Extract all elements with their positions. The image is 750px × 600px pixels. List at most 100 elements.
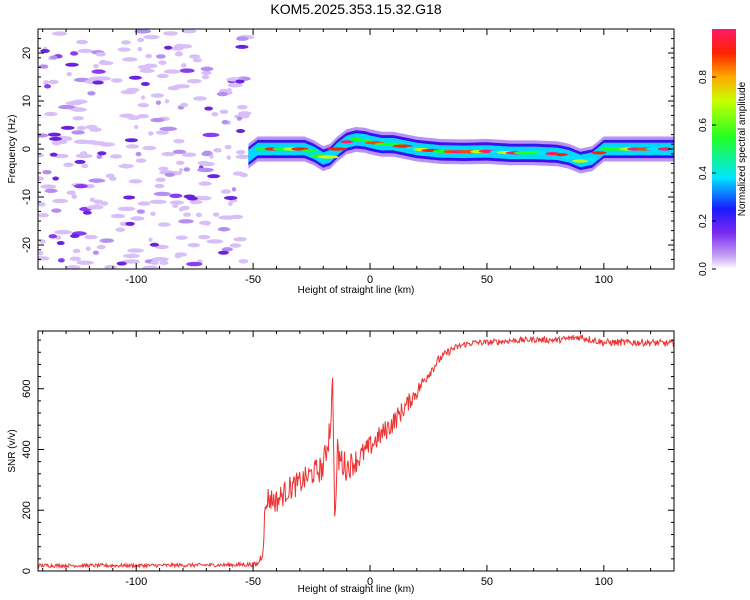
noise-blob-strong bbox=[236, 128, 246, 133]
noise-blob bbox=[189, 199, 203, 205]
noise-blob bbox=[128, 179, 143, 184]
track-core bbox=[572, 159, 589, 163]
noise-blob-strong bbox=[60, 125, 75, 130]
noise-blob bbox=[236, 116, 242, 121]
noise-blob bbox=[73, 139, 91, 144]
x-tick-label: 50 bbox=[481, 274, 493, 286]
noise-blob bbox=[156, 73, 169, 79]
noise-blob-strong bbox=[207, 174, 221, 179]
noise-blob bbox=[76, 260, 94, 265]
noise-blob bbox=[77, 48, 93, 54]
noise-blob bbox=[217, 227, 231, 232]
noise-blob bbox=[124, 164, 130, 169]
noise-blob bbox=[88, 178, 106, 183]
noise-blob bbox=[155, 130, 169, 135]
noise-blob bbox=[52, 198, 69, 204]
noise-blob bbox=[110, 78, 123, 83]
x-tick-label: -50 bbox=[245, 576, 261, 588]
noise-blob bbox=[202, 132, 220, 138]
noise-blob bbox=[213, 148, 222, 153]
noise-blob bbox=[238, 259, 249, 264]
noise-blob bbox=[72, 248, 81, 254]
noise-blob bbox=[100, 201, 109, 206]
noise-blob bbox=[57, 258, 65, 263]
noise-blob-strong bbox=[125, 221, 135, 226]
noise-blob bbox=[134, 29, 152, 34]
noise-blob bbox=[126, 115, 141, 120]
noise-blob bbox=[186, 261, 203, 267]
noise-blob bbox=[74, 183, 88, 189]
noise-blob bbox=[235, 154, 251, 159]
noise-blob bbox=[175, 51, 183, 56]
noise-blob bbox=[54, 153, 69, 159]
noise-blob bbox=[197, 160, 210, 166]
y-tick-label: -10 bbox=[21, 189, 33, 205]
noise-blob bbox=[198, 181, 212, 186]
noise-blob bbox=[239, 172, 248, 178]
noise-blob bbox=[164, 98, 170, 104]
noise-blob bbox=[63, 162, 74, 168]
noise-blob bbox=[38, 202, 46, 207]
noise-blob bbox=[57, 139, 68, 144]
track-core bbox=[392, 144, 413, 148]
noise-blob bbox=[154, 183, 165, 189]
noise-blob bbox=[159, 260, 169, 266]
colorbar-tick-label: 0.0 bbox=[698, 262, 709, 276]
noise-blob bbox=[43, 80, 49, 85]
noise-blob bbox=[135, 158, 147, 163]
spectrogram-y-axis: -20 -10 0 10 20 bbox=[21, 28, 674, 270]
noise-blob-strong bbox=[123, 195, 136, 200]
noise-blob bbox=[141, 95, 146, 100]
noise-blob-strong bbox=[65, 62, 79, 67]
track-core bbox=[657, 147, 672, 151]
snr-panel: -100 -50 0 50 100 0 200 400 600 Height of strai… bbox=[7, 330, 675, 595]
spectrogram-x-axis: -100 -50 0 50 100 bbox=[42, 29, 675, 286]
noise-blob bbox=[226, 155, 231, 160]
noise-blob bbox=[70, 51, 79, 56]
track-core bbox=[560, 155, 582, 159]
noise-blob-strong bbox=[74, 159, 86, 164]
noise-blob bbox=[151, 257, 169, 262]
noise-blob bbox=[181, 152, 197, 157]
noise-blob-strong bbox=[235, 79, 245, 84]
noise-blob-strong bbox=[218, 250, 229, 255]
noise-blob bbox=[38, 251, 44, 256]
noise-blob bbox=[231, 187, 237, 192]
noise-blob bbox=[66, 190, 76, 195]
noise-blob-strong bbox=[140, 81, 150, 86]
noise-blob bbox=[48, 234, 58, 239]
noise-blob bbox=[117, 206, 136, 211]
x-tick-label: -100 bbox=[125, 274, 147, 286]
noise-blob-strong bbox=[235, 44, 249, 49]
noise-blob bbox=[197, 167, 214, 173]
y-tick-label: 600 bbox=[21, 380, 33, 398]
track-core bbox=[327, 147, 348, 151]
noise-blob bbox=[221, 247, 234, 252]
noise-blob bbox=[148, 237, 153, 243]
colorbar-ticks: 0.0 0.2 0.4 0.6 0.8 bbox=[698, 70, 716, 276]
noise-blob bbox=[93, 63, 99, 69]
noise-blob bbox=[159, 126, 178, 132]
noise-blob bbox=[187, 242, 201, 248]
x-tick-label: 50 bbox=[481, 576, 493, 588]
x-tick-label: -50 bbox=[245, 274, 261, 286]
noise-blob bbox=[44, 188, 58, 194]
noise-blob bbox=[69, 256, 80, 261]
noise-blob bbox=[173, 138, 185, 144]
noise-blob bbox=[170, 46, 184, 51]
snr-x-label: Height of straight line (km) bbox=[298, 584, 415, 595]
noise-blob bbox=[201, 70, 212, 76]
noise-blob bbox=[233, 237, 247, 242]
noise-blob bbox=[87, 91, 96, 96]
noise-blob-strong bbox=[128, 75, 142, 80]
noise-blob bbox=[198, 234, 211, 240]
noise-blob bbox=[183, 212, 191, 217]
noise-blob bbox=[169, 200, 185, 205]
noise-blob bbox=[95, 52, 106, 57]
noise-blob-strong bbox=[49, 136, 62, 141]
track-core bbox=[555, 153, 568, 157]
noise-blob bbox=[44, 84, 51, 89]
noise-blob bbox=[216, 91, 229, 97]
